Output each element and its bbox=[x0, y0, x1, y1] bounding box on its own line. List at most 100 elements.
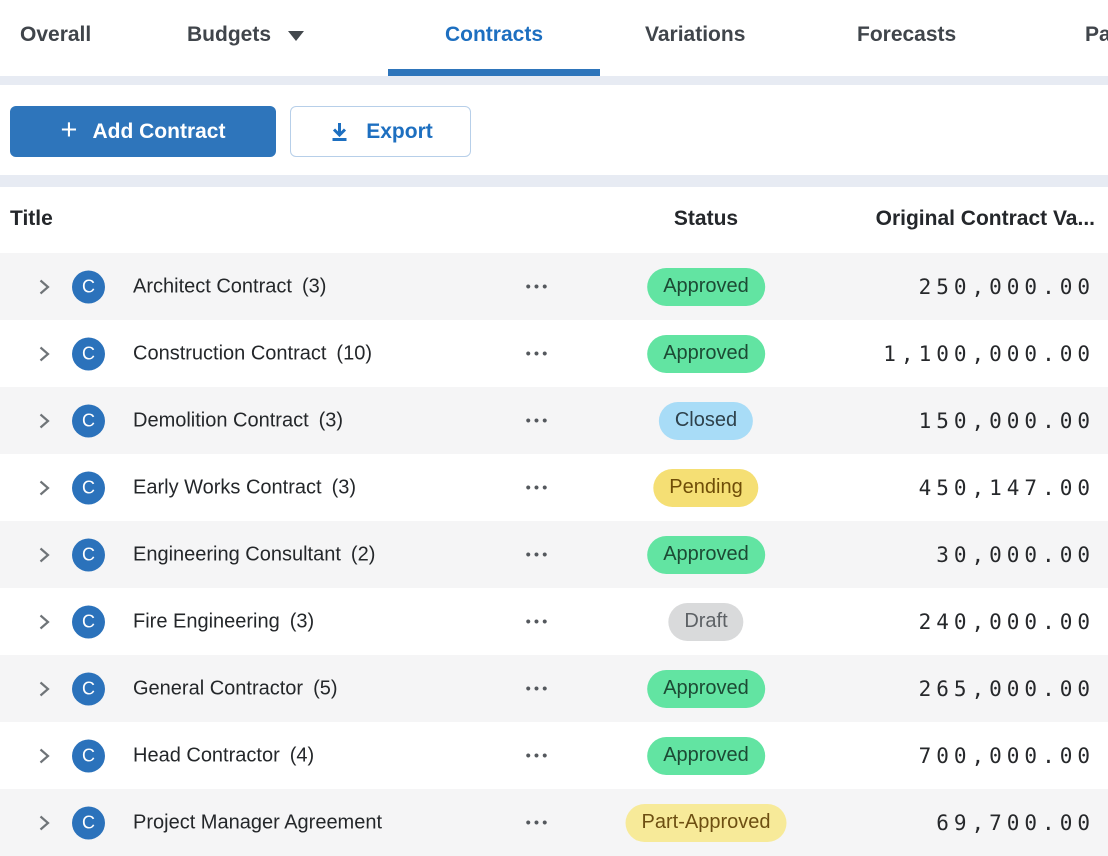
active-tab-underline bbox=[388, 69, 600, 76]
row-menu-ellipsis-icon[interactable]: ••• bbox=[525, 345, 551, 362]
contract-title[interactable]: Architect Contract (3) bbox=[133, 275, 326, 298]
column-header-title[interactable]: Title bbox=[10, 207, 53, 230]
original-contract-value: 69,700.00 bbox=[936, 810, 1095, 835]
contract-avatar-letter: C bbox=[82, 812, 95, 832]
chevron-right-icon[interactable] bbox=[34, 679, 54, 699]
contract-title-text: Architect Contract bbox=[133, 275, 292, 297]
contract-avatar: C bbox=[72, 739, 105, 772]
contract-item-count: (3) bbox=[331, 476, 357, 498]
status-badge: Closed bbox=[658, 401, 754, 440]
tab-overall-label: Overall bbox=[20, 22, 92, 46]
contract-title[interactable]: Project Manager Agreement bbox=[133, 811, 392, 834]
add-contract-button[interactable]: + Add Contract bbox=[10, 106, 276, 157]
contract-title[interactable]: General Contractor (5) bbox=[133, 677, 338, 700]
contract-avatar: C bbox=[72, 337, 105, 370]
contract-title[interactable]: Head Contractor (4) bbox=[133, 744, 314, 767]
tab-bar: Overall Budgets Contracts Variations For… bbox=[0, 0, 1108, 76]
contract-avatar-letter: C bbox=[82, 477, 95, 497]
contract-title-text: Demolition Contract bbox=[133, 409, 309, 431]
tab-budgets[interactable]: Budgets bbox=[187, 0, 304, 69]
contract-item-count: (4) bbox=[289, 744, 315, 766]
column-header-original-contract-value[interactable]: Original Contract Va... bbox=[875, 207, 1095, 230]
contract-avatar-letter: C bbox=[82, 611, 95, 631]
contract-item-count: (3) bbox=[289, 610, 315, 632]
column-header-status[interactable]: Status bbox=[673, 207, 739, 230]
row-menu-ellipsis-icon[interactable]: ••• bbox=[525, 747, 551, 764]
contract-avatar-letter: C bbox=[82, 410, 95, 430]
add-contract-label: Add Contract bbox=[92, 119, 226, 143]
tab-contracts[interactable]: Contracts bbox=[388, 0, 600, 69]
original-contract-value: 240,000.00 bbox=[918, 609, 1095, 634]
contract-item-count: (10) bbox=[336, 342, 372, 364]
table-row[interactable]: C Fire Engineering (3) ••• Draft 240,000.… bbox=[0, 588, 1108, 655]
status-badge: Pending bbox=[653, 468, 759, 507]
contract-title[interactable]: Early Works Contract (3) bbox=[133, 476, 356, 499]
table-row[interactable]: C Early Works Contract (3) ••• Pending 45… bbox=[0, 454, 1108, 521]
contract-title-text: Early Works Contract bbox=[133, 476, 322, 498]
status-badge: Approved bbox=[647, 669, 765, 708]
table-row[interactable]: C Engineering Consultant (2) ••• Approved… bbox=[0, 521, 1108, 588]
tab-variations[interactable]: Variations bbox=[645, 0, 745, 69]
tab-contracts-label: Contracts bbox=[444, 22, 544, 46]
contract-title[interactable]: Construction Contract (10) bbox=[133, 342, 372, 365]
download-icon bbox=[332, 123, 347, 141]
chevron-right-icon[interactable] bbox=[34, 813, 54, 833]
divider-band bbox=[0, 76, 1108, 85]
status-badge: Approved bbox=[647, 267, 765, 306]
tab-payments[interactable]: Pay bbox=[1085, 0, 1108, 69]
row-menu-ellipsis-icon[interactable]: ••• bbox=[525, 278, 551, 295]
contract-title[interactable]: Fire Engineering (3) bbox=[133, 610, 314, 633]
status-badge: Approved bbox=[647, 535, 765, 574]
row-menu-ellipsis-icon[interactable]: ••• bbox=[525, 680, 551, 697]
contract-title-text: Construction Contract bbox=[133, 342, 327, 364]
contract-avatar: C bbox=[72, 538, 105, 571]
tab-forecasts[interactable]: Forecasts bbox=[857, 0, 956, 69]
row-menu-ellipsis-icon[interactable]: ••• bbox=[525, 814, 551, 831]
table-row[interactable]: C Demolition Contract (3) ••• Closed 150,… bbox=[0, 387, 1108, 454]
export-button[interactable]: Export bbox=[290, 106, 471, 157]
table-row[interactable]: C Head Contractor (4) ••• Approved 700,00… bbox=[0, 722, 1108, 789]
contract-title-text: Project Manager Agreement bbox=[133, 811, 383, 833]
chevron-right-icon[interactable] bbox=[34, 612, 54, 632]
export-label: Export bbox=[366, 119, 433, 143]
contract-avatar: C bbox=[72, 404, 105, 437]
row-menu-ellipsis-icon[interactable]: ••• bbox=[525, 546, 551, 563]
original-contract-value: 700,000.00 bbox=[918, 743, 1095, 768]
table-row[interactable]: C Architect Contract (3) ••• Approved 250… bbox=[0, 253, 1108, 320]
original-contract-value: 30,000.00 bbox=[936, 542, 1095, 567]
table-row[interactable]: C General Contractor (5) ••• Approved 265… bbox=[0, 655, 1108, 722]
chevron-right-icon[interactable] bbox=[34, 344, 54, 364]
table-row[interactable]: C Construction Contract (10) ••• Approved… bbox=[0, 320, 1108, 387]
row-menu-ellipsis-icon[interactable]: ••• bbox=[525, 479, 551, 496]
contract-item-count: (3) bbox=[318, 409, 344, 431]
table-body: C Architect Contract (3) ••• Approved 250… bbox=[0, 253, 1108, 856]
tab-overall[interactable]: Overall bbox=[20, 0, 91, 69]
table-header: Title Status Original Contract Va... bbox=[0, 187, 1108, 253]
chevron-right-icon[interactable] bbox=[34, 411, 54, 431]
chevron-right-icon[interactable] bbox=[34, 746, 54, 766]
contract-avatar: C bbox=[72, 270, 105, 303]
contract-title[interactable]: Engineering Consultant (2) bbox=[133, 543, 375, 566]
chevron-right-icon[interactable] bbox=[34, 277, 54, 297]
row-menu-ellipsis-icon[interactable]: ••• bbox=[525, 613, 551, 630]
status-badge: Approved bbox=[647, 334, 765, 373]
chevron-down-icon bbox=[288, 31, 304, 41]
table-row[interactable]: C Project Manager Agreement ••• Part-App… bbox=[0, 789, 1108, 856]
status-badge: Approved bbox=[647, 736, 765, 775]
chevron-right-icon[interactable] bbox=[34, 545, 54, 565]
original-contract-value: 250,000.00 bbox=[918, 274, 1095, 299]
tab-payments-label: Pay bbox=[1085, 22, 1108, 46]
contract-avatar-letter: C bbox=[82, 678, 95, 698]
contract-title-text: General Contractor bbox=[133, 677, 304, 699]
contract-title[interactable]: Demolition Contract (3) bbox=[133, 409, 343, 432]
status-badge: Draft bbox=[668, 602, 744, 641]
original-contract-value: 1,100,000.00 bbox=[883, 341, 1095, 366]
toolbar: + Add Contract Export bbox=[0, 85, 1108, 175]
original-contract-value: 265,000.00 bbox=[918, 676, 1095, 701]
contract-avatar: C bbox=[72, 672, 105, 705]
original-contract-value: 150,000.00 bbox=[918, 408, 1095, 433]
contract-item-count: (5) bbox=[313, 677, 338, 699]
contract-avatar: C bbox=[72, 605, 105, 638]
chevron-right-icon[interactable] bbox=[34, 478, 54, 498]
row-menu-ellipsis-icon[interactable]: ••• bbox=[525, 412, 551, 429]
